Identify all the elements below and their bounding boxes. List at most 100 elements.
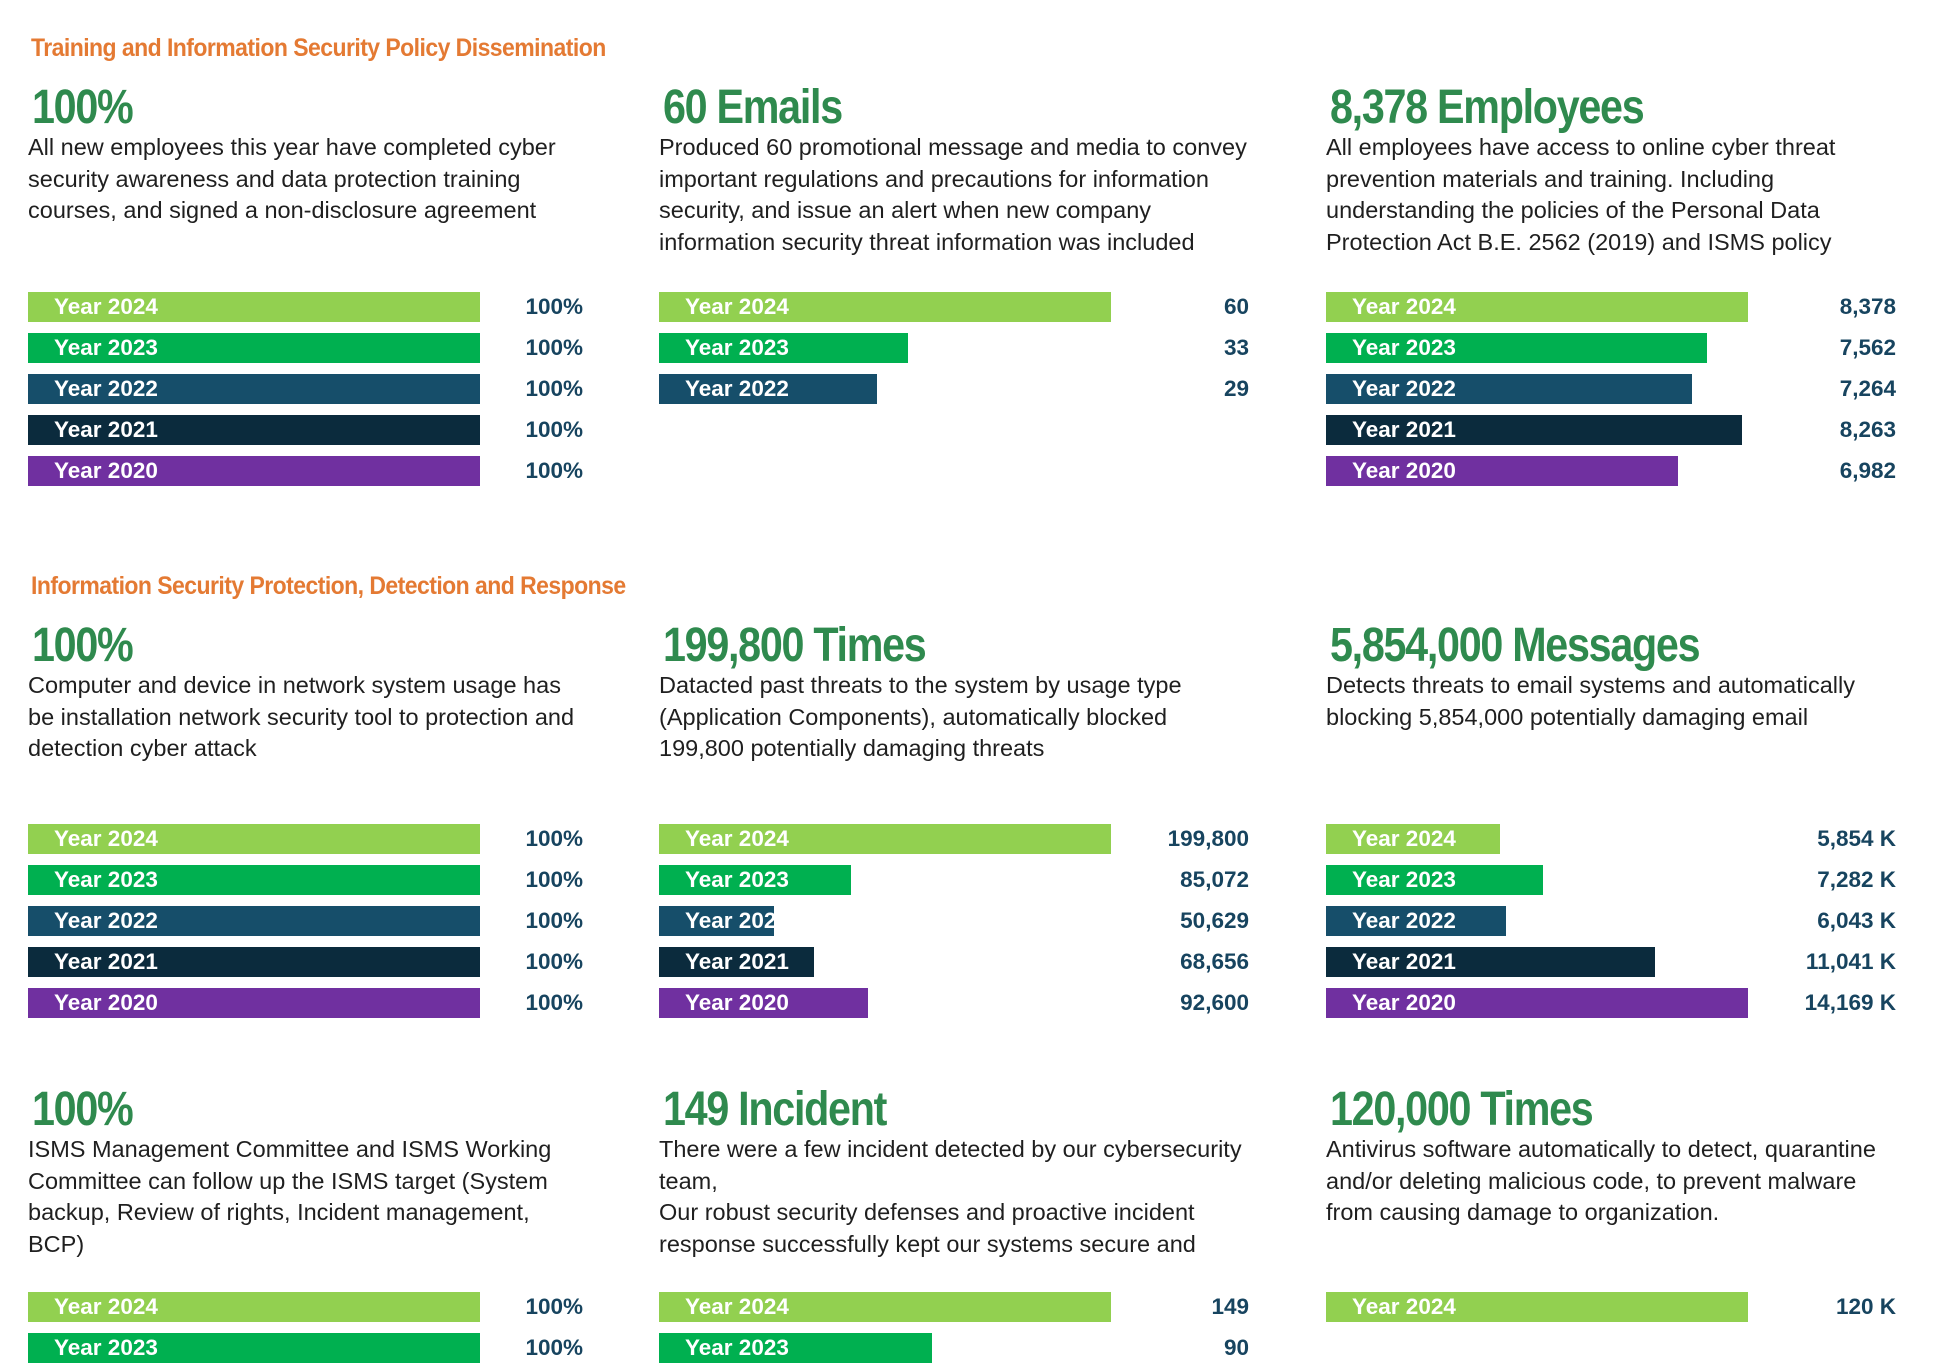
metric-headline: 5,854,000 Messages	[1330, 619, 1701, 672]
bar-value-label: 29	[1223, 376, 1249, 401]
metric-description: Antivirus software automatically to dete…	[1326, 1136, 1876, 1225]
metric-headline: 100%	[32, 1083, 134, 1136]
bar-row: Year 2024 120 K	[1326, 1292, 1945, 1322]
bar: Year 2024	[1326, 824, 1500, 854]
bar-value-label: 100%	[525, 908, 583, 933]
bar-row: Year 2021 100%	[28, 415, 668, 445]
bar: Year 2024	[659, 1292, 1111, 1322]
bar-value-label: 60	[1223, 294, 1249, 319]
bar-row: Year 2021 100%	[28, 947, 668, 977]
bar-row: Year 2023 100%	[28, 1333, 668, 1363]
bar-value-label: 7,282 K	[1817, 867, 1896, 892]
metric-description: All employees have access to online cybe…	[1326, 134, 1836, 255]
metric-description: All new employees this year have complet…	[28, 134, 556, 223]
metric-description: Produced 60 promotional message and medi…	[659, 134, 1247, 255]
bar-value-label: 6,043 K	[1817, 908, 1896, 933]
bar-value-label: 90	[1223, 1335, 1249, 1360]
metric-description: Datacted past threats to the system by u…	[659, 672, 1182, 761]
bar: Year 2023	[28, 1333, 480, 1363]
bar: Year 2020	[659, 988, 868, 1018]
metric-headline: 100%	[32, 619, 134, 672]
bar: Year 2022	[659, 374, 877, 404]
bar: Year 2024	[28, 292, 480, 322]
bar: Year 2022	[659, 906, 789, 936]
bar-value-label: 100%	[525, 1294, 583, 1319]
bar-value-label: 149	[1211, 1294, 1249, 1319]
bar-value-label: 8,378	[1839, 294, 1896, 319]
bar-row: Year 2023 7,562	[1326, 333, 1945, 363]
metric-headline: 149 Incident	[663, 1083, 887, 1136]
bar: Year 2024	[28, 1292, 480, 1322]
bar-row: Year 2024 199,800	[659, 824, 1299, 854]
bar-row: Year 2021 68,656	[659, 947, 1299, 977]
bar-row: Year 2022 7,264	[1326, 374, 1945, 404]
bar: Year 2021	[659, 947, 814, 977]
bar-row: Year 2024 8,378	[1326, 292, 1945, 322]
bar-row: Year 2024 5,854 K	[1326, 824, 1945, 854]
bar: Year 2023	[1326, 333, 1707, 363]
bar: Year 2024	[659, 824, 1111, 854]
metric-description: Computer and device in network system us…	[28, 672, 575, 761]
bar-row: Year 2023 33	[659, 333, 1299, 363]
bar-value-label: 100%	[525, 417, 583, 442]
bar-value-label: 5,854 K	[1817, 826, 1896, 851]
bar-row: Year 2022 29	[659, 374, 1299, 404]
bar-value-label: 100%	[525, 990, 583, 1015]
bar-value-label: 199,800	[1167, 826, 1249, 851]
bar-value-label: 100%	[525, 826, 583, 851]
bar-value-label: 85,072	[1180, 867, 1249, 892]
bar-row: Year 2020 14,169 K	[1326, 988, 1945, 1018]
bar-value-label: 7,562	[1839, 335, 1896, 360]
bar: Year 2021	[1326, 947, 1655, 977]
bar: Year 2023	[28, 333, 480, 363]
bar: Year 2020	[28, 456, 480, 486]
bar: Year 2023	[1326, 865, 1543, 895]
bar: Year 2022	[1326, 374, 1692, 404]
metric-description: ISMS Management Committee and ISMS Worki…	[28, 1136, 552, 1257]
bar-value-label: 120 K	[1835, 1294, 1896, 1319]
bar-row: Year 2022 100%	[28, 374, 668, 404]
bar-value-label: 100%	[525, 867, 583, 892]
bar: Year 2024	[28, 824, 480, 854]
bar-value-label: 6,982	[1839, 458, 1896, 483]
bar-value-label: 8,263	[1839, 417, 1896, 442]
bar-value-label: 92,600	[1180, 990, 1249, 1015]
bar-row: Year 2022 50,629	[659, 906, 1299, 936]
bar: Year 2024	[1326, 292, 1748, 322]
bar-row: Year 2023 85,072	[659, 865, 1299, 895]
bar-row: Year 2023 7,282 K	[1326, 865, 1945, 895]
metric-description: There were a few incident detected by ou…	[659, 1136, 1242, 1257]
bar: Year 2023	[659, 865, 851, 895]
bar-value-label: 100%	[525, 294, 583, 319]
bar: Year 2021	[1326, 415, 1742, 445]
bar: Year 2021	[28, 947, 480, 977]
bar-row: Year 2020 92,600	[659, 988, 1299, 1018]
bar: Year 2024	[1326, 1292, 1748, 1322]
bar-row: Year 2020 6,982	[1326, 456, 1945, 486]
bar-row: Year 2023 100%	[28, 865, 668, 895]
bar: Year 2022	[28, 906, 480, 936]
section-title: Training and Information Security Policy…	[31, 34, 606, 62]
bar-row: Year 2022 100%	[28, 906, 668, 936]
bar-row: Year 2021 11,041 K	[1326, 947, 1945, 977]
bar-row: Year 2024 100%	[28, 292, 668, 322]
bar-row: Year 2022 6,043 K	[1326, 906, 1945, 936]
bar-row: Year 2024 100%	[28, 1292, 668, 1322]
bar-value-label: 11,041 K	[1805, 949, 1896, 974]
metric-headline: 8,378 Employees	[1330, 81, 1645, 134]
bar-value-label: 100%	[525, 376, 583, 401]
bar: Year 2022	[28, 374, 480, 404]
bar-row: Year 2023 100%	[28, 333, 668, 363]
bar-value-label: 100%	[525, 335, 583, 360]
bar: Year 2021	[28, 415, 480, 445]
bar-row: Year 2020 100%	[28, 456, 668, 486]
bar: Year 2020	[1326, 988, 1748, 1018]
bar-row: Year 2024 60	[659, 292, 1299, 322]
bar-value-label: 14,169 K	[1804, 990, 1896, 1015]
bar-row: Year 2024 149	[659, 1292, 1299, 1322]
bar-value-label: 100%	[525, 458, 583, 483]
bar-value-label: 100%	[525, 1335, 583, 1360]
bar-row: Year 2024 100%	[28, 824, 668, 854]
metric-headline: 60 Emails	[663, 81, 843, 134]
bar-row: Year 2023 90	[659, 1333, 1299, 1363]
